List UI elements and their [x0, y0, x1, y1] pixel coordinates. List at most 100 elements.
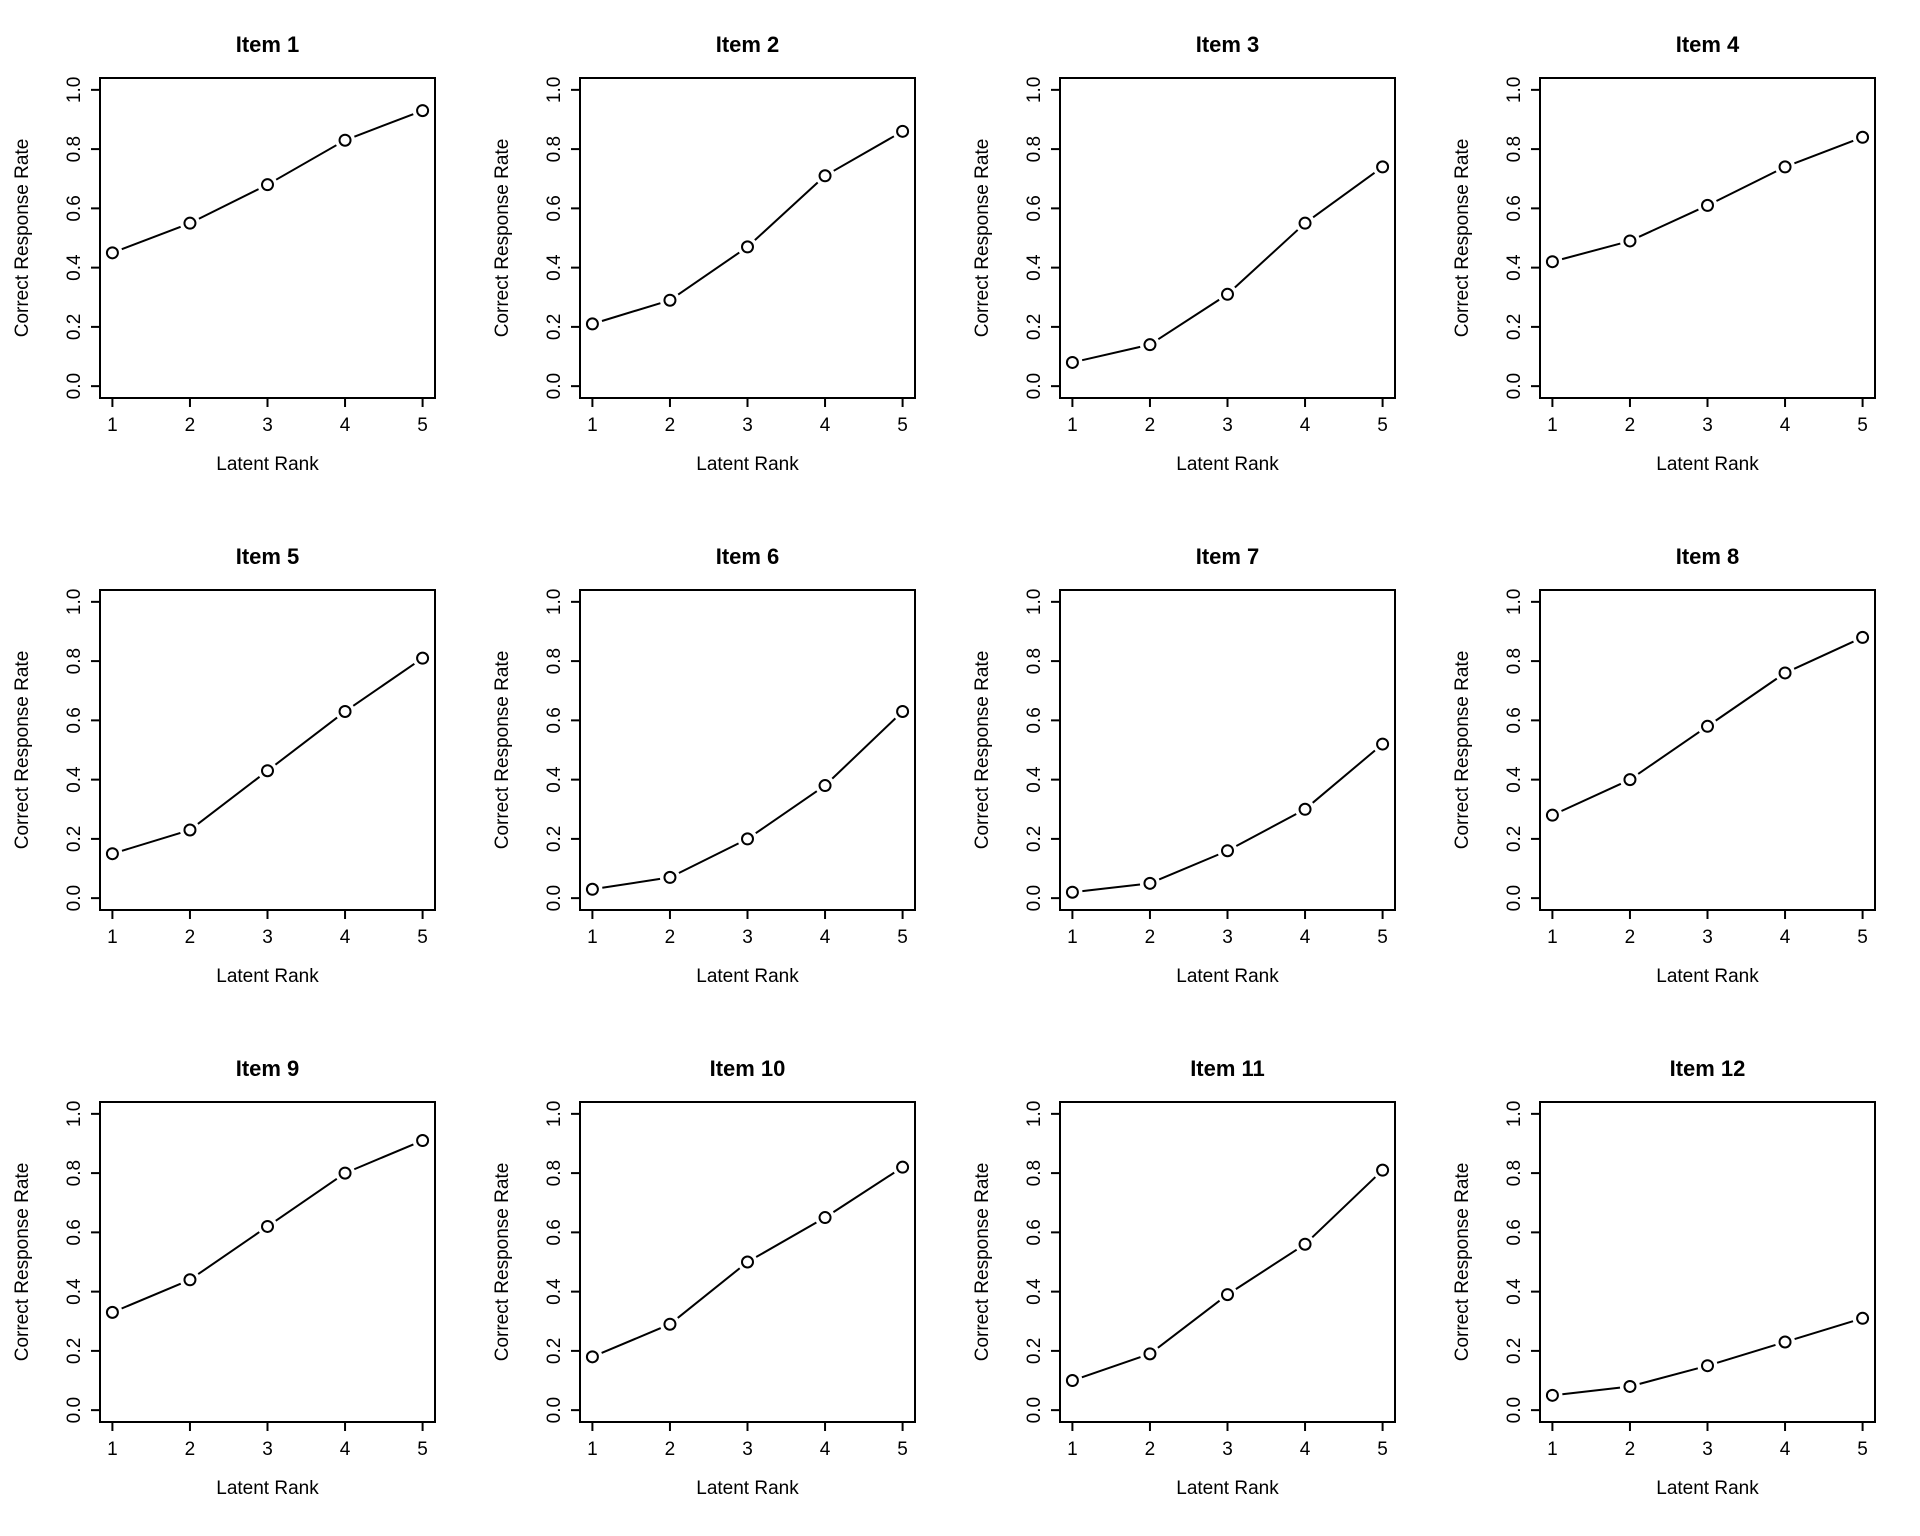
item-11-chart: 1 2 3 4 5 0.0 0.2 0.4 0.6 0.8 1.0 Item 11 Latent Ran…	[972, 1056, 1396, 1499]
plot-title: Item 10	[710, 1056, 786, 1081]
x-tick-label: 3	[1702, 1439, 1713, 1460]
data-point-marker	[663, 1317, 677, 1331]
series-segment	[1081, 345, 1141, 362]
x-tick-label: 4	[340, 415, 351, 436]
data-point-marker	[896, 704, 910, 718]
x-tick-label: 4	[1300, 415, 1311, 436]
data-point-marker	[1065, 885, 1079, 899]
plot-title: Item 3	[1196, 32, 1260, 57]
subplot-item-6: 1 2 3 4 5 0.0 0.2 0.4 0.6 0.8 1.0 Item 6 Latent Rank…	[480, 512, 960, 1024]
series-segment	[1794, 1320, 1854, 1341]
y-axis-label: Correct Response Rate	[1452, 1163, 1473, 1362]
y-tick-label: 0.6	[1024, 195, 1045, 221]
y-tick-label: 1.0	[1024, 1101, 1045, 1127]
plot-box	[579, 77, 916, 399]
y-tick-label: 0.0	[1024, 1397, 1045, 1423]
series-segment	[121, 1282, 182, 1310]
y-tick-label: 0.8	[1504, 136, 1525, 162]
y-tick-label: 1.0	[1024, 77, 1045, 103]
y-axis-label: Correct Response Rate	[492, 139, 513, 338]
x-tick-label: 1	[587, 415, 598, 436]
x-tick-label: 4	[1300, 927, 1311, 948]
data-point-marker	[1376, 160, 1390, 174]
x-tick-label: 3	[1222, 1439, 1233, 1460]
data-point-marker	[338, 1166, 352, 1180]
y-tick-label: 0.6	[64, 195, 85, 221]
x-tick-label: 1	[1067, 415, 1078, 436]
y-tick-label: 0.4	[1504, 766, 1525, 793]
series-segment	[755, 1221, 817, 1258]
data-point-marker	[663, 293, 677, 307]
x-tick-label: 3	[1702, 927, 1713, 948]
plot-title: Item 12	[1670, 1056, 1746, 1081]
series-segment	[1312, 171, 1376, 219]
y-tick-label: 0.0	[1504, 885, 1525, 911]
plot-title: Item 1	[236, 32, 300, 57]
y-tick-label: 0.4	[1504, 1278, 1525, 1305]
series-segment	[354, 113, 414, 138]
data-point-marker	[416, 1134, 430, 1148]
series-segment	[1716, 1343, 1776, 1364]
data-point-marker	[261, 764, 274, 778]
x-tick-label: 4	[1780, 1439, 1791, 1460]
x-tick-label: 3	[262, 415, 273, 436]
data-point-marker	[1623, 773, 1637, 787]
series-segment	[1312, 749, 1376, 804]
x-tick-label: 4	[820, 1439, 831, 1460]
y-tick-label: 0.0	[64, 885, 85, 911]
y-tick-label: 0.2	[1504, 314, 1525, 340]
data-point-marker	[1298, 1237, 1312, 1251]
y-axis-label: Correct Response Rate	[12, 139, 33, 338]
y-tick-label: 0.6	[544, 707, 565, 733]
data-point-marker	[1065, 1374, 1079, 1388]
x-axis-label: Latent Rank	[696, 454, 799, 475]
x-tick-label: 2	[185, 415, 196, 436]
y-axis-label: Correct Response Rate	[1452, 139, 1473, 338]
data-point-marker	[1143, 338, 1157, 352]
data-point-marker	[1298, 216, 1312, 230]
x-axis-label: Latent Rank	[1176, 454, 1279, 475]
x-tick-label: 5	[1377, 415, 1388, 436]
x-tick-label: 3	[742, 415, 753, 436]
x-tick-label: 2	[1145, 415, 1156, 436]
y-tick-label: 0.0	[64, 373, 85, 399]
data-point-marker	[183, 823, 197, 837]
y-tick-label: 0.6	[544, 195, 565, 221]
subplot-item-3: 1 2 3 4 5 0.0 0.2 0.4 0.6 0.8 1.0 Item 3 Latent Rank…	[960, 0, 1440, 512]
data-point-marker	[1221, 844, 1234, 858]
y-tick-label: 0.8	[1024, 136, 1045, 162]
x-tick-label: 4	[1780, 927, 1791, 948]
series-segment	[678, 842, 739, 874]
y-tick-label: 0.4	[64, 254, 85, 281]
y-tick-label: 0.6	[64, 707, 85, 733]
y-tick-label: 0.8	[1024, 1160, 1045, 1186]
data-point-marker	[1545, 808, 1559, 822]
series-segment	[831, 717, 897, 780]
data-point-marker	[585, 882, 599, 896]
plot-box	[1539, 589, 1876, 911]
y-tick-label: 1.0	[1024, 589, 1045, 615]
data-point-marker	[741, 1255, 754, 1269]
x-axis-label: Latent Rank	[1176, 966, 1279, 987]
series-segment	[198, 188, 259, 220]
plot-title: Item 8	[1676, 544, 1740, 569]
y-tick-label: 0.0	[1024, 885, 1045, 911]
x-tick-label: 5	[417, 415, 428, 436]
y-tick-label: 0.4	[1504, 254, 1525, 281]
series-segment	[833, 135, 895, 172]
y-tick-label: 0.2	[1024, 314, 1045, 340]
series-segment	[1562, 1386, 1621, 1396]
x-tick-label: 2	[665, 927, 676, 948]
data-point-marker	[1701, 198, 1714, 212]
y-tick-label: 1.0	[1504, 77, 1525, 103]
subplot-item-10: 1 2 3 4 5 0.0 0.2 0.4 0.6 0.8 1.0 Item 10 Latent Ran…	[480, 1024, 960, 1536]
series-segment	[1639, 1367, 1699, 1385]
data-point-marker	[416, 104, 430, 118]
data-point-marker	[1221, 287, 1234, 301]
data-point-marker	[261, 1219, 274, 1233]
y-tick-label: 1.0	[64, 589, 85, 615]
y-tick-label: 0.0	[1024, 373, 1045, 399]
x-tick-label: 4	[1780, 415, 1791, 436]
x-tick-label: 5	[1857, 415, 1868, 436]
